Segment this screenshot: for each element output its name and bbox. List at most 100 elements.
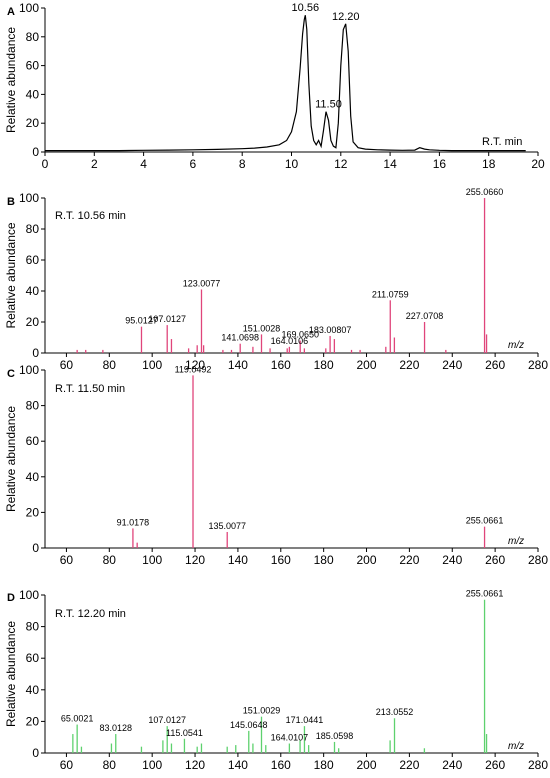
y-tick-label: 100 [19, 191, 39, 205]
x-tick-label: 160 [271, 553, 291, 567]
x-tick-label: 180 [314, 358, 334, 372]
y-tick-label: 40 [26, 470, 40, 484]
x-tick-label: 280 [528, 758, 548, 772]
y-tick-label: 0 [32, 346, 39, 360]
panel-label: D [7, 592, 15, 604]
peak-mz-label: 169.0650 [281, 330, 319, 340]
x-unit-label: R.T. min [482, 136, 522, 148]
x-tick-label: 220 [399, 758, 419, 772]
x-tick-label: 180 [314, 553, 334, 567]
peak-mz-label: 145.0648 [230, 720, 268, 730]
panel-a: 0 20 40 60 80 100 0 2 4 6 8 10 12 14 16 18 20 Relative ab… [4, 1, 545, 171]
x-tick-label: 120 [185, 358, 205, 372]
y-tick-label: 60 [26, 59, 40, 73]
y-axis-label: Relative abundance [4, 27, 18, 133]
x-tick-label: 140 [228, 553, 248, 567]
x-tick-label: 140 [228, 758, 248, 772]
x-tick-label: 140 [228, 358, 248, 372]
panel-label: A [7, 6, 15, 18]
y-tick-label: 100 [19, 363, 39, 377]
retention-time-label: R.T. 10.56 min [55, 210, 126, 222]
chromatogram-line [45, 15, 526, 152]
peak-mz-label: 211.0759 [372, 289, 409, 299]
y-tick-label: 60 [26, 651, 40, 665]
x-tick-label: 200 [357, 358, 377, 372]
x-tick-label: 100 [142, 553, 162, 567]
peak-mz-label: 255.0660 [466, 187, 504, 197]
y-tick-label: 40 [26, 87, 40, 101]
peak-mz-label: 183.00807 [309, 325, 352, 335]
x-tick-label: 18 [482, 157, 496, 171]
peak-mz-label: 107.0127 [148, 314, 186, 324]
peak-label: 12.20 [332, 11, 360, 23]
peak-mz-label: 151.0029 [243, 706, 281, 716]
x-tick-label: 6 [190, 157, 197, 171]
peak-mz-label: 119.0492 [175, 364, 212, 374]
x-tick-label: 260 [485, 553, 505, 567]
x-tick-label: 240 [442, 553, 462, 567]
peak-mz-label: 141.0698 [221, 333, 259, 343]
y-tick-label: 60 [26, 253, 40, 267]
x-tick-label: 0 [42, 157, 49, 171]
y-tick-label: 80 [26, 620, 40, 634]
x-tick-label: 80 [103, 553, 117, 567]
panel-b: 0 20 40 60 80 100 60 80 100 120 140 160 180 200 220 240… [4, 187, 548, 372]
y-tick-label: 80 [26, 222, 40, 236]
peak-mz-label: 151.0028 [243, 323, 281, 333]
x-tick-label: 80 [103, 358, 117, 372]
x-tick-label: 100 [142, 758, 162, 772]
y-tick-label: 20 [26, 315, 40, 329]
peak-mz-label: 255.0661 [466, 589, 504, 599]
x-tick-label: 60 [60, 553, 74, 567]
x-tick-label: 220 [399, 358, 419, 372]
peak-mz-label: 213.0552 [376, 707, 414, 717]
y-tick-label: 20 [26, 714, 40, 728]
peak-mz-label: 227.0708 [406, 311, 444, 321]
x-tick-label: 160 [271, 358, 291, 372]
retention-time-label: R.T. 12.20 min [55, 608, 126, 620]
peak-mz-label: 135.0077 [208, 521, 246, 531]
retention-time-label: R.T. 11.50 min [55, 383, 125, 395]
peak-mz-label: 95.0127 [125, 316, 158, 326]
x-tick-label: 100 [142, 358, 162, 372]
x-tick-label: 260 [485, 358, 505, 372]
x-tick-label: 160 [271, 758, 291, 772]
x-tick-label: 260 [485, 758, 505, 772]
x-tick-label: 240 [442, 758, 462, 772]
x-tick-label: 240 [442, 358, 462, 372]
x-tick-label: 280 [528, 358, 548, 372]
x-tick-label: 120 [185, 758, 205, 772]
x-tick-label: 200 [357, 758, 377, 772]
x-tick-label: 4 [140, 157, 147, 171]
x-tick-label: 12 [334, 157, 348, 171]
y-tick-label: 0 [32, 541, 39, 555]
x-tick-label: 180 [314, 758, 334, 772]
x-tick-label: 10 [285, 157, 299, 171]
y-tick-label: 80 [26, 30, 40, 44]
y-tick-label: 0 [32, 145, 39, 159]
x-tick-label: 280 [528, 553, 548, 567]
y-tick-label: 100 [19, 588, 39, 602]
x-tick-label: 120 [185, 553, 205, 567]
x-tick-label: 16 [433, 157, 447, 171]
peak-mz-label: 171.0441 [286, 715, 324, 725]
peak-label: 10.56 [292, 2, 320, 14]
x-tick-label: 60 [60, 358, 74, 372]
x-tick-label: 20 [531, 157, 545, 171]
peak-mz-label: 115.0541 [166, 728, 203, 738]
y-tick-label: 20 [26, 116, 40, 130]
panel-c: 0 20 40 60 80 100 60 80 100 120 140 160 180 200 220 240… [4, 363, 548, 567]
x-tick-label: 14 [383, 157, 397, 171]
peak-label: 11.50 [315, 99, 342, 111]
x-tick-label: 200 [357, 553, 377, 567]
x-unit-label: m/z [508, 536, 524, 547]
peak-mz-label: 65.0021 [61, 714, 94, 724]
y-tick-label: 80 [26, 399, 40, 413]
x-tick-label: 220 [399, 553, 419, 567]
x-unit-label: m/z [508, 340, 524, 351]
y-axis-label: Relative abundance [4, 222, 18, 328]
x-tick-label: 80 [103, 758, 117, 772]
y-tick-label: 60 [26, 434, 40, 448]
peak-mz-label: 185.0598 [316, 731, 354, 741]
peak-mz-label: 255.0661 [466, 516, 504, 526]
